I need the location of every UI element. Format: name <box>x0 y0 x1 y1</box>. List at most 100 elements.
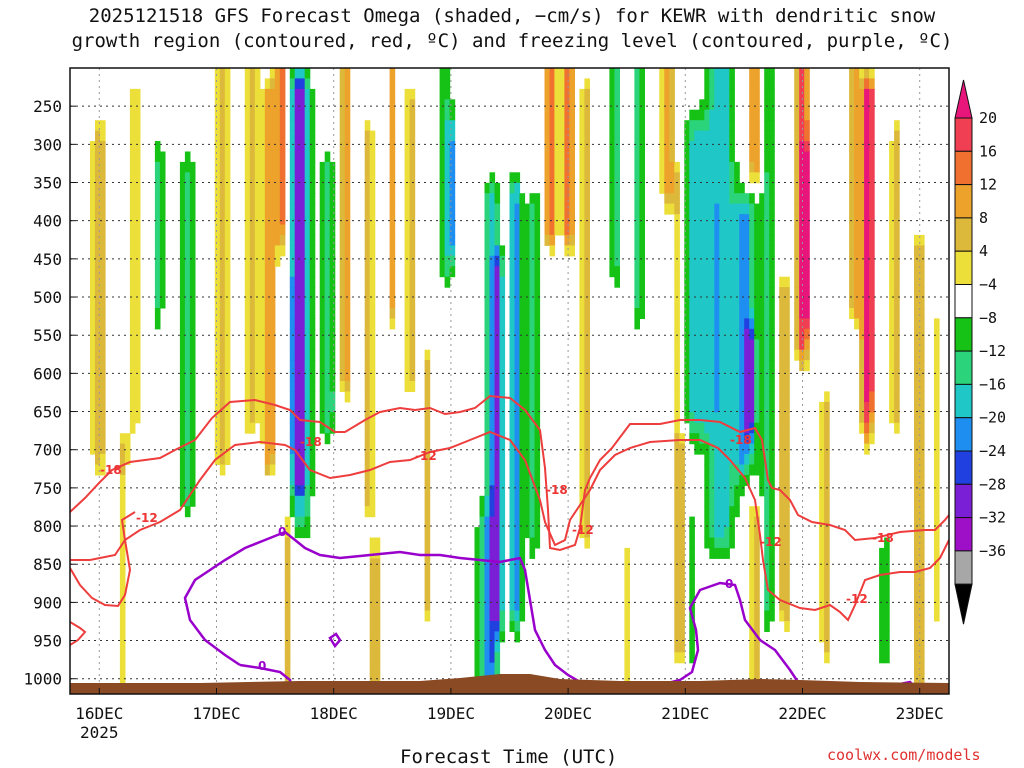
omega-cell <box>634 308 640 319</box>
omega-cell <box>509 203 516 215</box>
omega-cell <box>479 641 486 653</box>
omega-cell <box>714 161 720 173</box>
omega-cell <box>694 318 700 330</box>
omega-cell <box>754 328 760 340</box>
omega-cell <box>754 370 760 382</box>
omega-cell <box>684 381 690 392</box>
omega-cell <box>769 266 775 278</box>
omega-cell <box>699 370 705 382</box>
omega-cell <box>309 381 316 392</box>
omega-cell <box>714 255 720 267</box>
omega-cell <box>744 391 750 403</box>
omega-cell <box>309 349 316 361</box>
omega-cell <box>179 401 186 413</box>
omega-cell <box>749 78 755 90</box>
omega-cell <box>499 568 506 580</box>
omega-cell <box>289 297 296 309</box>
omega-cell <box>479 621 486 632</box>
omega-cell <box>264 287 271 299</box>
omega-cell <box>274 78 281 90</box>
omega-cell <box>249 88 256 100</box>
omega-cell <box>714 527 720 539</box>
omega-cell <box>519 506 526 518</box>
omega-cell <box>184 506 191 518</box>
omega-cell <box>799 88 805 100</box>
omega-cell <box>224 433 231 445</box>
dgz-left-contour <box>70 511 136 608</box>
omega-cell <box>749 308 755 319</box>
omega-cell <box>329 172 336 184</box>
omega-cell <box>724 495 730 507</box>
omega-cell <box>484 339 491 351</box>
omega-cell <box>704 495 710 507</box>
omega-cell <box>279 234 286 246</box>
omega-cell <box>729 109 735 121</box>
omega-cell <box>864 172 870 184</box>
chart-title: 2025121518 GFS Forecast Omega (shaded, −… <box>0 4 1024 54</box>
omega-cell <box>714 234 720 246</box>
omega-cell <box>719 68 725 79</box>
omega-cell <box>134 412 141 424</box>
omega-cell <box>754 527 760 539</box>
omega-cell <box>689 516 695 528</box>
omega-cell <box>684 266 690 278</box>
omega-cell <box>704 474 710 486</box>
omega-cell <box>704 464 710 476</box>
omega-cell <box>184 161 191 173</box>
omega-cell <box>859 130 865 142</box>
omega-cell <box>514 568 521 580</box>
omega-cell <box>734 464 740 476</box>
omega-cell <box>294 234 301 246</box>
omega-cell <box>919 433 925 445</box>
omega-cell <box>689 412 695 424</box>
omega-cell <box>854 224 860 236</box>
omega-cell <box>489 339 496 351</box>
omega-cell <box>369 474 376 486</box>
omega-cell <box>714 245 720 257</box>
omega-cell <box>489 172 496 184</box>
omega-cell <box>254 245 261 257</box>
omega-cell <box>564 172 570 184</box>
omega-cell <box>179 287 186 299</box>
omega-cell <box>509 485 516 497</box>
omega-cell <box>729 287 735 299</box>
omega-cell <box>569 182 575 194</box>
omega-cell <box>444 130 451 142</box>
omega-cell <box>514 422 521 434</box>
omega-cell <box>689 287 695 299</box>
omega-cell <box>564 234 570 246</box>
omega-cell <box>719 224 725 236</box>
omega-cell <box>389 120 396 132</box>
omega-cell <box>519 339 526 351</box>
omega-cell <box>579 214 585 226</box>
omega-cell <box>294 224 301 236</box>
omega-cell <box>749 287 755 299</box>
omega-cell <box>259 130 266 142</box>
omega-cell <box>499 537 506 549</box>
omega-cell <box>569 161 575 173</box>
omega-cell <box>489 276 496 288</box>
omega-cell <box>409 266 416 278</box>
omega-cell <box>634 193 640 205</box>
omega-cell <box>714 287 720 299</box>
omega-cell <box>764 109 770 121</box>
omega-cell <box>264 182 271 194</box>
omega-cell <box>544 109 551 121</box>
omega-cell <box>624 652 630 664</box>
omega-cell <box>739 193 745 205</box>
omega-cell <box>689 568 695 580</box>
colorbar-label: −24 <box>979 442 1006 460</box>
omega-cell <box>404 99 411 111</box>
omega-cell <box>264 381 271 392</box>
omega-cell <box>404 141 411 152</box>
omega-cell <box>739 443 745 455</box>
omega-cell <box>224 391 231 403</box>
omega-cell <box>744 214 750 226</box>
omega-cell <box>214 255 221 267</box>
omega-cell <box>159 224 166 236</box>
omega-cell <box>529 464 536 476</box>
omega-cell <box>319 245 326 257</box>
omega-cell <box>729 255 735 267</box>
omega-cell <box>134 193 141 205</box>
omega-cell <box>679 631 685 643</box>
